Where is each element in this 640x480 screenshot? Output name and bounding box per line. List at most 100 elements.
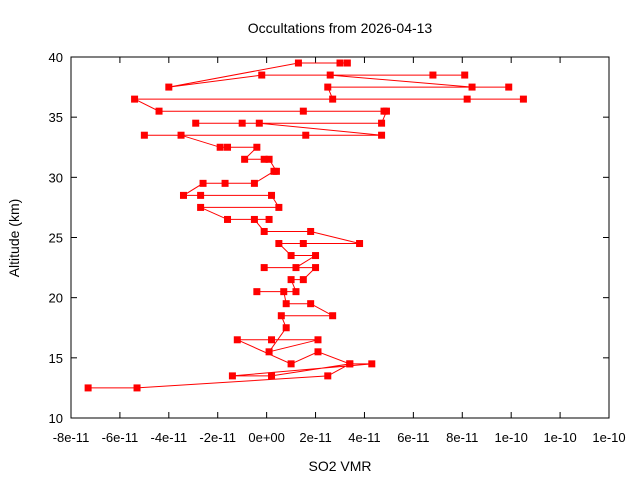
data-point: [336, 59, 344, 67]
data-point: [314, 348, 322, 356]
data-point: [292, 288, 300, 296]
data-point: [155, 107, 163, 115]
data-point: [197, 203, 205, 211]
y-tick-label: 15: [49, 351, 63, 366]
data-point: [275, 203, 283, 211]
data-point: [255, 119, 263, 127]
data-point: [324, 372, 332, 380]
data-point: [268, 191, 276, 199]
data-point: [84, 384, 92, 392]
data-point: [224, 143, 232, 151]
data-point: [314, 336, 322, 344]
data-point: [250, 215, 258, 223]
data-point: [260, 155, 268, 163]
data-point: [326, 71, 334, 79]
series-line: [88, 62, 524, 389]
x-tick-label: 1e-10: [495, 430, 528, 445]
data-point: [299, 240, 307, 248]
x-tick-label: 6e-11: [397, 430, 429, 445]
x-tick-label: 1e-10: [592, 430, 625, 445]
y-tick-label: 25: [49, 231, 63, 246]
x-tick-label: -6e-11: [102, 430, 139, 445]
data-point: [192, 119, 200, 127]
data-point: [275, 240, 283, 248]
data-point: [356, 240, 364, 248]
data-point: [324, 83, 332, 91]
data-point: [299, 107, 307, 115]
x-tick-label: 8e-11: [446, 430, 478, 445]
y-tick-label: 10: [49, 411, 63, 426]
x-tick-label: -4e-11: [151, 430, 188, 445]
x-axis-label: SO2 VMR: [308, 458, 371, 474]
data-point: [329, 312, 337, 320]
x-tick-label: 4e-11: [348, 430, 380, 445]
data-point: [429, 71, 437, 79]
data-point: [265, 155, 273, 163]
data-point: [199, 179, 207, 187]
y-axis-label: Altitude (km): [6, 199, 22, 278]
data-point: [380, 107, 388, 115]
data-point: [287, 276, 295, 284]
data-point: [378, 119, 386, 127]
x-tick-label: -8e-11: [53, 430, 90, 445]
data-point: [265, 215, 273, 223]
x-tick-label: -2e-11: [199, 430, 236, 445]
y-tick-label: 20: [49, 291, 63, 306]
data-point: [312, 264, 320, 272]
data-point: [287, 360, 295, 368]
data-point: [378, 131, 386, 139]
data-point: [224, 215, 232, 223]
data-point: [221, 179, 229, 187]
data-point: [299, 276, 307, 284]
data-point: [228, 372, 236, 380]
data-point: [241, 155, 249, 163]
data-point: [253, 143, 261, 151]
data-point: [177, 131, 185, 139]
data-point: [346, 360, 354, 368]
data-point: [179, 191, 187, 199]
data-point: [463, 95, 471, 103]
data-point: [250, 179, 258, 187]
data-point: [312, 252, 320, 260]
data-point: [233, 336, 241, 344]
data-point: [268, 372, 276, 380]
data-point: [294, 59, 302, 67]
data-point: [268, 336, 276, 344]
data-point: [260, 264, 268, 272]
x-tick-label: 0e+00: [248, 430, 285, 445]
data-point: [238, 119, 246, 127]
data-point: [140, 131, 148, 139]
data-point: [302, 131, 310, 139]
data-point: [277, 312, 285, 320]
data-point: [133, 384, 141, 392]
data-point: [292, 264, 300, 272]
data-point: [519, 95, 527, 103]
data-point: [505, 83, 513, 91]
x-tick-label: 2e-11: [299, 430, 331, 445]
data-point: [280, 288, 288, 296]
data-point: [343, 59, 351, 67]
data-point: [260, 227, 268, 235]
data-point: [329, 95, 337, 103]
data-point: [307, 227, 315, 235]
data-point: [258, 71, 266, 79]
data-point: [131, 95, 139, 103]
y-tick-label: 30: [49, 170, 63, 185]
data-point: [165, 83, 173, 91]
data-point: [253, 288, 261, 296]
data-point: [368, 360, 376, 368]
x-tick-label: 1e-10: [543, 430, 576, 445]
data-point: [282, 300, 290, 308]
data-point: [265, 348, 273, 356]
data-point: [197, 191, 205, 199]
data-point: [307, 300, 315, 308]
chart-title: Occultations from 2026-04-13: [248, 20, 433, 36]
data-point: [272, 167, 280, 175]
data-point: [461, 71, 469, 79]
data-point: [468, 83, 476, 91]
data-point: [216, 143, 224, 151]
y-tick-label: 40: [49, 50, 63, 65]
data-point: [287, 252, 295, 260]
data-point: [282, 324, 290, 332]
